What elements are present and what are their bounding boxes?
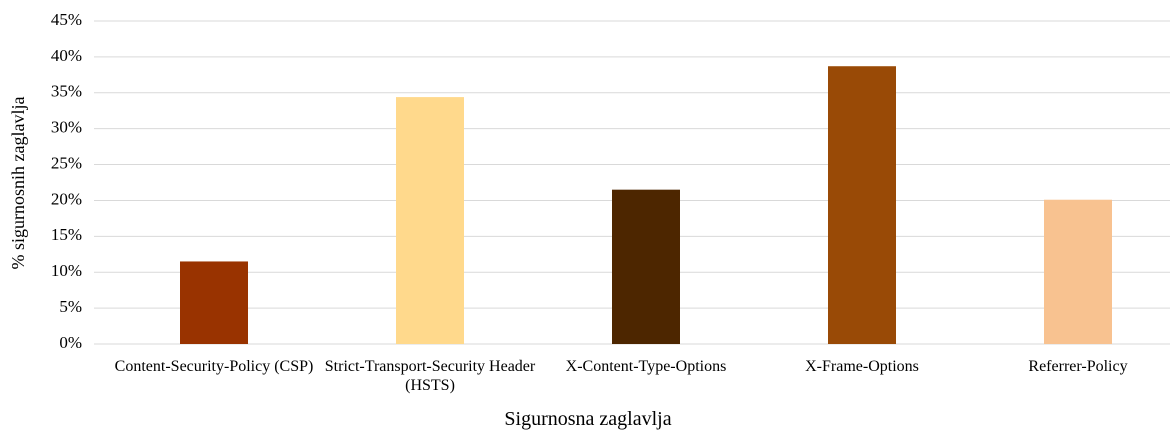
x-tick-label: X-Content-Type-Options <box>565 358 727 375</box>
bar <box>180 261 248 344</box>
y-tick-label: 10% <box>51 261 82 280</box>
bar <box>396 97 464 344</box>
bar <box>612 189 680 344</box>
y-tick-label: 5% <box>59 297 82 316</box>
y-axis-label: % sigurnosnih zaglavlja <box>8 97 28 270</box>
y-tick-label: 35% <box>51 82 82 101</box>
y-tick-label: 0% <box>59 333 82 352</box>
y-tick-label: 20% <box>51 189 82 208</box>
y-tick-label: 30% <box>51 118 82 137</box>
x-tick-label: Referrer-Policy <box>1028 358 1128 375</box>
y-tick-label: 45% <box>51 10 82 29</box>
bar <box>828 66 896 344</box>
y-tick-label: 15% <box>51 225 82 244</box>
y-tick-label: 40% <box>51 46 82 65</box>
x-tick-label: X-Frame-Options <box>805 358 919 375</box>
x-tick-label: Strict-Transport-Security Header (HSTS) <box>324 358 536 394</box>
x-axis-label: Sigurnosna zaglavlja <box>504 408 672 430</box>
x-tick-label: Content-Security-Policy (CSP) <box>114 358 314 375</box>
bar <box>1044 199 1112 344</box>
y-tick-label: 25% <box>51 153 82 172</box>
